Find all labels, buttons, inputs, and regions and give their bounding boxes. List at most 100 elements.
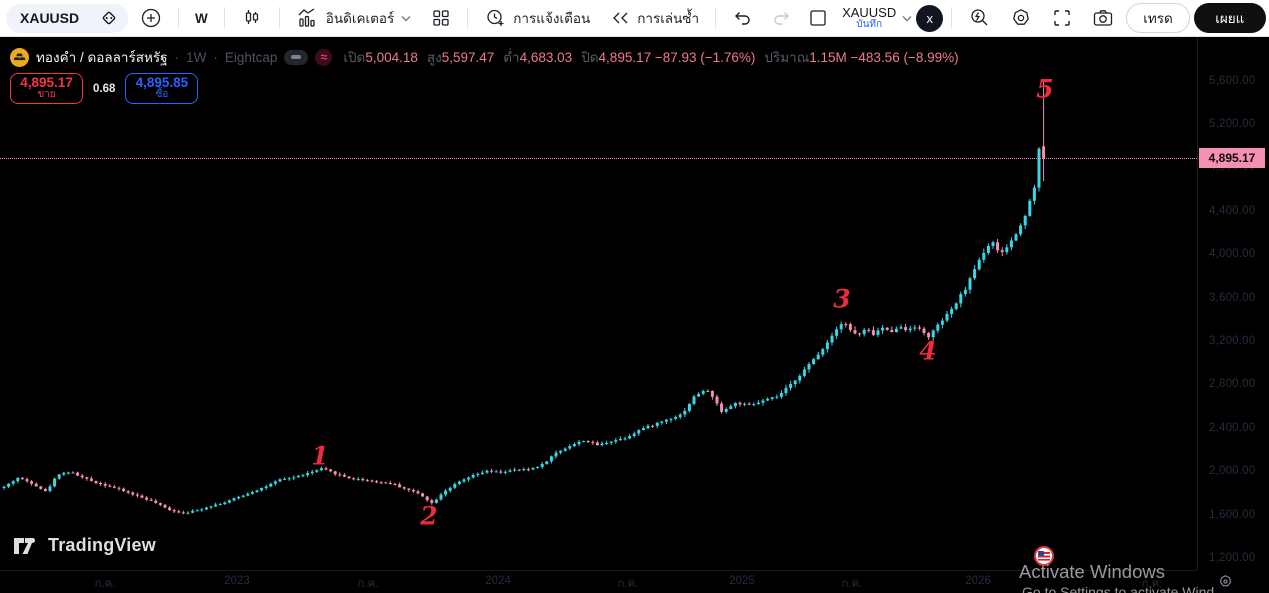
top-toolbar: XAUUSD W [0,0,1269,37]
layout-symbol-label: XAUUSD [842,4,897,20]
price-tick: 4,400.00 [1209,204,1256,217]
alerts-button[interactable]: การแจ้งเตือน [476,3,598,33]
price-tick: 1,200.00 [1209,552,1256,565]
layout-select-button[interactable] [800,3,836,33]
time-tick: 2025 [729,575,755,587]
sell-label: ขาย [37,89,56,101]
chevron-down-icon[interactable] [902,15,912,22]
legend-separator: · [213,49,218,65]
screenshot-button[interactable] [1084,3,1122,33]
timeframe-button[interactable]: W [187,3,216,33]
current-price-label: 4,895.17 [1199,148,1265,169]
trade-panel: 4,895.17 ขาย 0.68 4,895.85 ซื้อ [10,73,199,104]
ohlc-item: สูง5,597.47 [426,50,495,65]
fullscreen-icon [1054,10,1070,26]
wave-badge-icon[interactable]: ≈ [315,48,333,66]
price-tick: 2,400.00 [1209,421,1256,434]
buy-button[interactable]: 4,895.85 ซื้อ [125,73,199,104]
tradingview-glyph-icon [14,537,35,554]
axis-settings-gear-icon[interactable] [1218,574,1233,589]
chevron-down-icon [401,15,411,21]
time-tick: 2024 [485,575,511,587]
time-tick: ก.ค. [841,578,863,590]
trade-button[interactable]: เทรด [1126,3,1190,33]
toolbar-right: XAUUSD บันทึก x [800,0,1266,36]
wave-label-2: 2 [420,501,438,531]
candlestick-chart[interactable] [0,37,1269,570]
grid-layout-button[interactable] [423,3,459,33]
single-layout-icon [810,10,826,26]
legend-visibility-toggle[interactable] [284,49,309,65]
alerts-label: การแจ้งเตือน [513,11,591,26]
save-label: บันทึก [856,18,883,30]
ohlc-values: เปิด5,004.18 สูง5,597.47 ต่ำ4,683.03 ปิด4,8… [343,46,958,68]
indicators-button[interactable]: อินดิเคเตอร์ [288,3,420,33]
sell-price: 4,895.17 [20,75,73,91]
broker-diamond-icon [102,11,116,25]
legend-separator: · [174,49,180,65]
buy-label: ซื้อ [155,89,169,101]
add-symbol-button[interactable] [132,3,170,33]
alert-clock-icon [487,9,504,26]
price-tick: 4,000.00 [1209,248,1256,261]
ohlc-item: ปริมาณ1.15M −483.56 (−8.99%) [764,50,959,65]
time-tick: ก.ค. [1141,578,1163,590]
time-tick: 2026 [965,575,991,587]
fullscreen-button[interactable] [1044,3,1080,33]
search-lightning-icon [971,9,988,26]
time-tick: ก.ค. [357,578,379,590]
sell-button[interactable]: 4,895.17 ขาย [10,73,83,104]
quick-search-button[interactable] [960,3,998,33]
gear-icon [1013,9,1030,25]
indicators-icon [298,7,315,27]
toolbar-separator [951,7,953,29]
toolbar-left: XAUUSD W [6,0,800,36]
price-tick: 1,600.00 [1209,508,1256,521]
replay-button[interactable]: การเล่นซ้ำ [602,3,707,33]
save-layout-button[interactable]: XAUUSD บันทึก [840,6,898,30]
price-tick: 3,600.00 [1209,291,1256,304]
wave-label-4: 4 [919,336,937,366]
time-tick: ก.ค. [94,578,116,590]
undo-button[interactable] [724,3,760,33]
ohlc-item: ปิด4,895.17 −87.93 (−1.76%) [581,50,756,65]
legend-exchange[interactable]: Eightcap [224,49,278,65]
chart-legend: ทองคำ / ดอลลาร์สหรัฐ · 1W · Eightcap ≈ เ… [10,46,959,68]
price-tick: 5,600.00 [1209,74,1256,87]
price-tick: 5,200.00 [1209,118,1256,130]
publish-button[interactable]: เผยแ [1193,3,1266,33]
redo-arrow-icon [774,12,790,25]
gold-symbol-icon [10,47,29,67]
wave-label-5: 5 [1036,74,1054,104]
activate-windows-subtext: Go to Settings to activate Wind [1022,584,1215,593]
us-flag-event-icon[interactable] [1034,546,1054,566]
toolbar-separator [278,7,280,29]
ohlc-item: ต่ำ4,683.03 [503,50,573,65]
activate-windows-watermark: Activate Windows [1019,561,1165,582]
price-axis[interactable]: 4,895.17 5,600.005,200.004,800.004,400.0… [1197,37,1269,570]
replay-rewind-icon [613,12,628,24]
chart-area: 4,895.17 5,600.005,200.004,800.004,400.0… [0,37,1269,593]
candlestick-style-icon [245,10,258,24]
ohlc-item: เปิด5,004.18 [343,50,418,65]
price-tick: 3,200.00 [1209,335,1256,348]
settings-button[interactable] [1002,3,1040,33]
redo-button[interactable] [764,3,800,33]
current-price-line [0,158,1197,160]
user-avatar[interactable]: x [916,4,944,32]
chart-style-button[interactable] [233,3,271,33]
symbol-search-button[interactable]: XAUUSD [6,3,128,33]
grid-icon [433,10,449,26]
buy-price: 4,895.85 [135,75,189,91]
toolbar-separator [715,7,717,29]
symbol-title[interactable]: ทองคำ / ดอลลาร์สหรัฐ [36,50,168,65]
spread-value: 0.68 [93,82,116,95]
legend-timeframe[interactable]: 1W [186,49,207,65]
time-tick: 2023 [224,575,250,587]
time-axis[interactable]: ก.ค. 2023 ก.ค. 2024 ก.ค. 2025 ก.ค. 2026 ก.ค. [0,570,1197,593]
toolbar-separator [467,7,469,29]
tradingview-logo[interactable]: TradingView [14,535,156,556]
price-tick: 2,800.00 [1209,378,1256,391]
tradingview-logo-text: TradingView [48,535,156,555]
